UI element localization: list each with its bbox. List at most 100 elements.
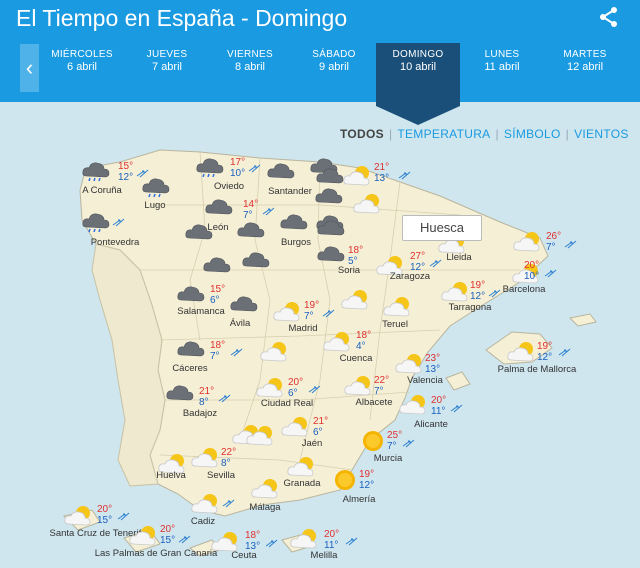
- weather-sunny-cloud-icon[interactable]: [512, 230, 542, 252]
- filter-wind[interactable]: VIENTOS: [574, 127, 629, 141]
- day-tab-1[interactable]: JUEVES 7 abril: [125, 48, 209, 74]
- chevron-left-icon[interactable]: ‹: [20, 44, 39, 92]
- weather-cloud-icon[interactable]: [317, 217, 347, 239]
- city-label[interactable]: Albacete: [355, 397, 393, 408]
- weather-sun-icon[interactable]: [330, 469, 360, 491]
- weather-sunny-cloud-icon[interactable]: [128, 524, 158, 546]
- weather-cloud-icon[interactable]: [230, 293, 260, 315]
- city-label[interactable]: Lleida: [446, 252, 472, 263]
- weather-sunny-cloud-icon[interactable]: [342, 164, 372, 186]
- weather-cloud-icon[interactable]: [203, 254, 233, 276]
- day-tab-4[interactable]: DOMINGO 10 abril: [376, 43, 460, 125]
- weather-sunny-cloud-icon[interactable]: [322, 330, 352, 352]
- weather-rain-icon[interactable]: [82, 210, 112, 233]
- weather-cloud-icon[interactable]: [317, 243, 347, 265]
- weather-sun-icon[interactable]: [358, 430, 388, 452]
- weather-sunny-cloud-icon[interactable]: [190, 492, 220, 514]
- filter-symbol[interactable]: SÍMBOLO: [503, 127, 561, 141]
- share-icon[interactable]: [598, 6, 620, 28]
- weather-cloud-icon[interactable]: [237, 219, 267, 241]
- weather-sunny-cloud-icon[interactable]: [280, 415, 310, 437]
- city-label[interactable]: Madrid: [288, 323, 318, 334]
- city-label[interactable]: Barcelona: [502, 284, 546, 295]
- city-label[interactable]: León: [207, 222, 229, 233]
- weather-sunny-cloud-icon[interactable]: [340, 288, 370, 310]
- city-label[interactable]: Ávila: [229, 318, 251, 329]
- day-tab-6[interactable]: MARTES 12 abril: [543, 48, 627, 74]
- city-label[interactable]: A Coruña: [82, 185, 122, 196]
- weather-sunny-cloud-icon[interactable]: [352, 192, 382, 214]
- weather-sunny-cloud-icon[interactable]: [63, 504, 93, 526]
- weather-cloud-icon[interactable]: [242, 249, 272, 271]
- weather-sunny-cloud-icon[interactable]: [394, 352, 424, 374]
- city-label[interactable]: Pontevedra: [90, 237, 140, 248]
- weather-cloud-icon[interactable]: [316, 165, 346, 187]
- weather-sunny-cloud-icon[interactable]: [343, 374, 373, 396]
- weather-sunny-cloud-icon[interactable]: [255, 376, 285, 398]
- city-label[interactable]: Tarragona: [448, 302, 492, 313]
- weather-sunny-cloud-icon[interactable]: [440, 280, 470, 302]
- city-label[interactable]: Murcia: [373, 453, 403, 464]
- weather-sunny-cloud-icon[interactable]: [398, 393, 428, 415]
- weather-rain-icon[interactable]: [82, 159, 112, 182]
- city-label[interactable]: Ceuta: [231, 550, 257, 561]
- weather-cloud-icon[interactable]: [205, 196, 235, 218]
- city-label[interactable]: Palma de Mallorca: [497, 364, 577, 375]
- city-label[interactable]: Almería: [342, 494, 376, 505]
- city-label[interactable]: Cadiz: [190, 516, 216, 527]
- temp-min: 12°: [537, 352, 553, 363]
- city-label[interactable]: Oviedo: [213, 181, 245, 192]
- city-label[interactable]: Sevilla: [207, 470, 235, 481]
- weather-sunny-cloud-icon[interactable]: [511, 262, 541, 284]
- weather-cloud-icon[interactable]: [177, 283, 207, 305]
- weather-sunny-cloud-icon[interactable]: [382, 295, 412, 317]
- weather-cloud-icon[interactable]: [177, 338, 207, 360]
- city-label[interactable]: Soria: [337, 265, 361, 276]
- weather-cloud-icon[interactable]: [166, 382, 196, 404]
- day-tab-0[interactable]: MIÉRCOLES 6 abril: [40, 48, 124, 74]
- weather-sunny-cloud-icon[interactable]: [286, 455, 316, 477]
- city-label[interactable]: Granada: [283, 478, 321, 489]
- city-label[interactable]: Santander: [268, 186, 312, 197]
- city-label[interactable]: Ciudad Real: [260, 398, 314, 409]
- filter-all[interactable]: TODOS: [340, 127, 384, 141]
- weather-cloud-icon[interactable]: [185, 221, 215, 243]
- day-date: 6 abril: [67, 61, 97, 73]
- filter-temperature[interactable]: TEMPERATURA: [397, 127, 491, 141]
- weather-sunny-cloud-icon[interactable]: [157, 452, 187, 474]
- city-label[interactable]: Lugo: [144, 200, 166, 211]
- weather-sunny-cloud-icon[interactable]: [375, 254, 405, 276]
- weather-sunny-cloud-icon[interactable]: [259, 340, 289, 362]
- city-label[interactable]: Huelva: [156, 470, 186, 481]
- city-label[interactable]: Teruel: [382, 319, 408, 330]
- weather-sunny-cloud-icon[interactable]: [210, 530, 240, 552]
- city-label[interactable]: Burgos: [280, 237, 312, 248]
- city-label[interactable]: Cáceres: [172, 363, 208, 374]
- city-label[interactable]: Badajoz: [182, 408, 218, 419]
- weather-sunny-cloud-icon[interactable]: [190, 446, 220, 468]
- weather-sunny-cloud-icon[interactable]: [250, 477, 280, 499]
- weather-sunny-cloud-icon[interactable]: [289, 527, 319, 549]
- city-label[interactable]: Valencia: [407, 375, 443, 386]
- weather-sunny-cloud-icon[interactable]: [272, 300, 302, 322]
- day-tab-3[interactable]: SÁBADO 9 abril: [292, 48, 376, 74]
- city-label[interactable]: Zaragoza: [389, 271, 431, 282]
- weather-rain-icon[interactable]: [142, 175, 172, 198]
- city-label[interactable]: Málaga: [249, 502, 281, 513]
- weather-cloud-icon[interactable]: [315, 185, 345, 207]
- weather-cloud-icon[interactable]: [267, 160, 297, 182]
- day-tab-5[interactable]: LUNES 11 abril: [460, 48, 544, 74]
- city-label[interactable]: Jaén: [301, 438, 323, 449]
- day-tab-2[interactable]: VIERNES 8 abril: [208, 48, 292, 74]
- city-label[interactable]: Santa Cruz de Tenerife: [49, 528, 147, 539]
- city-label[interactable]: Salamanca: [177, 306, 225, 317]
- weather-cloud-icon[interactable]: [280, 211, 310, 233]
- weather-sunny-cloud-icon[interactable]: [506, 340, 536, 362]
- city-label[interactable]: Melilla: [310, 550, 338, 561]
- temp-max: 27°: [410, 251, 426, 262]
- city-label[interactable]: Alicante: [414, 419, 448, 430]
- city-label[interactable]: Las Palmas de Gran Canaria: [94, 548, 218, 559]
- weather-rain-icon[interactable]: [196, 155, 226, 178]
- weather-sunny-cloud-icon[interactable]: [245, 424, 275, 446]
- city-label[interactable]: Cuenca: [339, 353, 373, 364]
